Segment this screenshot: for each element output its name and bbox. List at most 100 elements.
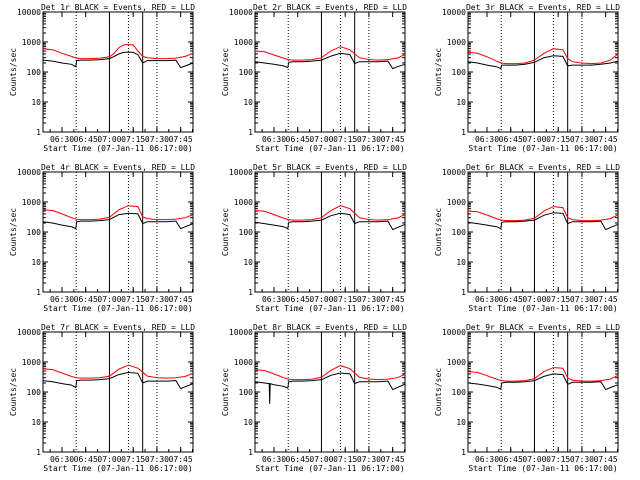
y-tick-label: 10000 [442,168,466,177]
y-axis-label: Counts/sec [9,208,18,256]
x-tick-label: 07:45 [594,295,618,304]
det-plot-7: 1 10 100 1000 10000 06:30 06:45 07:00 07:15 07:30… [9,323,195,473]
plot-frame [254,11,406,133]
x-axis-label: Start Time (07-Jan-11 06:17:00) [43,304,192,313]
x-tick-label: 06:30 [50,455,74,464]
x-tick-label: 07:30 [145,135,169,144]
y-axis-label: Counts/sec [9,368,18,416]
y-tick-label: 1000 [22,38,41,47]
plot-frame [42,11,194,133]
plot-frame [467,171,619,293]
x-tick-label: 07:30 [357,455,381,464]
y-tick-label: 10 [243,418,253,427]
series-events-line [254,52,406,70]
series-lld-line [42,364,194,379]
y-tick-label: 1000 [234,38,253,47]
y-tick-label: 10 [31,98,41,107]
y-tick-label: 10 [456,98,466,107]
x-tick-label: 07:00 [97,135,121,144]
series-lld-line [467,206,619,222]
y-tick-label: 100 [27,388,42,397]
y-tick-label: 1000 [447,198,466,207]
series-lld-line [254,205,406,221]
plot-frame [467,11,619,133]
plot-title: Det 7r BLACK = Events, RED = LLD [41,323,195,332]
x-tick-label: 07:15 [546,135,570,144]
y-tick-label: 1000 [447,358,466,367]
y-tick-label: 100 [27,68,42,77]
y-tick-label: 1000 [234,198,253,207]
y-tick-label: 100 [239,68,254,77]
x-tick-label: 07:30 [145,295,169,304]
y-tick-label: 100 [239,228,254,237]
x-tick-label: 06:30 [475,295,499,304]
x-tick-label: 07:15 [546,455,570,464]
plot-frame [254,331,406,453]
y-tick-label: 10000 [17,328,41,337]
x-tick-label: 07:45 [381,135,405,144]
x-tick-label: 07:45 [381,295,405,304]
series-lld-line [42,44,194,60]
x-tick-label: 07:15 [333,135,357,144]
series-lld-line [42,205,194,221]
plot-frame [42,331,194,453]
x-tick-label: 07:30 [570,135,594,144]
y-tick-label: 100 [452,68,467,77]
y-tick-label: 1 [248,448,253,457]
y-tick-label: 1 [461,448,466,457]
y-tick-label: 10 [456,258,466,267]
y-tick-label: 1 [461,288,466,297]
y-tick-label: 1000 [22,198,41,207]
y-tick-label: 1000 [234,358,253,367]
y-axis-label: Counts/sec [221,208,230,256]
x-tick-label: 07:45 [169,135,193,144]
det-plot-8: 1 10 100 1000 10000 06:30 06:45 07:00 07:15 07:30… [221,323,407,473]
y-tick-label: 10 [31,418,41,427]
x-tick-label: 07:15 [121,455,145,464]
series-lld-line [254,365,406,381]
x-tick-label: 07:00 [309,455,333,464]
y-tick-label: 1 [36,128,41,137]
x-axis-label: Start Time (07-Jan-11 06:17:00) [468,144,617,153]
x-tick-label: 07:00 [522,295,546,304]
x-tick-label: 07:00 [309,135,333,144]
y-tick-label: 10 [31,258,41,267]
y-tick-label: 10000 [17,168,41,177]
plot-title: Det 8r BLACK = Events, RED = LLD [253,323,407,332]
x-tick-label: 06:30 [50,295,74,304]
x-tick-label: 06:30 [475,135,499,144]
y-tick-label: 10 [456,418,466,427]
x-axis-label: Start Time (07-Jan-11 06:17:00) [468,464,617,473]
x-tick-label: 07:15 [333,295,357,304]
x-tick-label: 07:00 [522,135,546,144]
series-events-line [467,55,619,70]
det-plot-4: 1 10 100 1000 10000 06:30 06:45 07:00 07:15 07:30… [9,163,195,313]
x-tick-label: 07:15 [121,295,145,304]
x-axis-label: Start Time (07-Jan-11 06:17:00) [255,144,404,153]
y-axis-label: Counts/sec [434,48,443,96]
series-events-line [254,212,406,231]
x-tick-label: 06:45 [286,295,310,304]
series-events-line [42,371,194,390]
y-axis-label: Counts/sec [434,368,443,416]
plot-title: Det 3r BLACK = Events, RED = LLD [466,3,620,12]
series-events-line [467,373,619,391]
x-axis-label: Start Time (07-Jan-11 06:17:00) [255,464,404,473]
x-tick-label: 06:45 [499,295,523,304]
x-tick-label: 06:30 [262,135,286,144]
x-tick-label: 06:30 [475,455,499,464]
x-tick-label: 07:00 [97,455,121,464]
y-tick-label: 100 [452,388,467,397]
y-tick-label: 10000 [229,168,253,177]
plot-frame [467,331,619,453]
y-tick-label: 1 [461,128,466,137]
series-events-line [467,212,619,231]
x-tick-label: 07:15 [546,295,570,304]
y-tick-label: 10 [243,98,253,107]
x-axis-label: Start Time (07-Jan-11 06:17:00) [43,464,192,473]
plot-frame [42,171,194,293]
det-plot-6: 1 10 100 1000 10000 06:30 06:45 07:00 07:15 07:30… [434,163,620,313]
y-tick-label: 100 [452,228,467,237]
x-tick-label: 07:30 [570,295,594,304]
